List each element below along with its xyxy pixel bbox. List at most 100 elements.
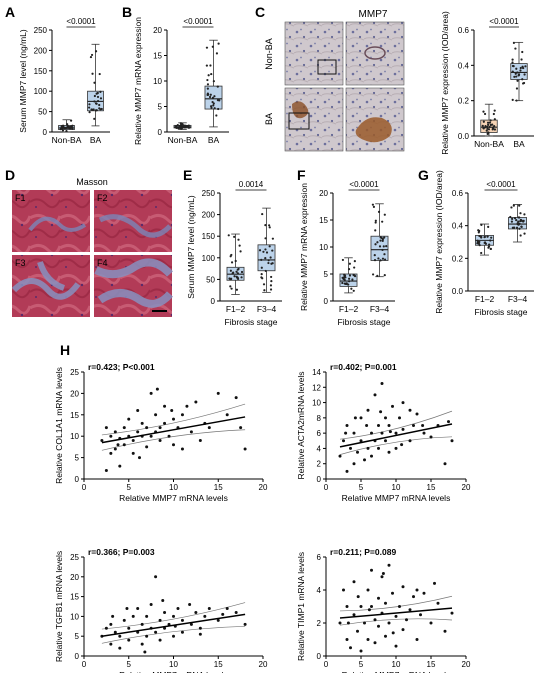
data-point: [131, 614, 135, 618]
data-dot: [233, 235, 236, 238]
y-tick-label: 20: [70, 389, 79, 398]
data-point: [221, 612, 225, 616]
data-point: [367, 608, 371, 612]
data-point: [366, 446, 370, 450]
data-point: [400, 443, 404, 447]
y-tick-label: 100: [34, 87, 48, 96]
data-dot: [264, 237, 267, 240]
data-point: [373, 618, 377, 622]
data-dot: [372, 205, 376, 208]
data-dot: [483, 241, 487, 244]
data-dot: [93, 94, 96, 98]
box-F3–4: [257, 244, 276, 272]
data-point: [342, 588, 345, 592]
regression-line: [101, 613, 246, 637]
regression-line: [339, 423, 453, 448]
data-point: [405, 618, 408, 622]
data-dot: [269, 256, 272, 259]
data-dot: [93, 81, 96, 84]
chart-h1: 0 5 10 15 20 25 Relative COL1A1 mRNA levels 0 5 1…: [54, 362, 268, 503]
data-dot: [477, 241, 480, 244]
data-dot: [511, 58, 514, 61]
data-point: [398, 605, 401, 608]
data-dot: [341, 258, 345, 262]
d-label-f4: F4: [97, 258, 108, 268]
data-dot: [520, 58, 523, 61]
data-dot: [482, 110, 485, 113]
data-dot: [489, 239, 492, 242]
data-dot: [486, 127, 489, 130]
data-dot: [521, 50, 524, 54]
confidence-band-upper: [101, 403, 246, 436]
data-dot: [514, 47, 517, 50]
data-dot: [485, 129, 488, 132]
data-dot: [230, 253, 233, 257]
data-dot: [511, 64, 515, 68]
data-dot: [488, 243, 491, 246]
x-tick-label: 10: [169, 483, 178, 492]
box-F3–4: [370, 235, 389, 261]
y-tick-label: 200: [202, 211, 216, 220]
data-dot: [187, 126, 191, 129]
data-point: [104, 426, 108, 430]
data-point: [387, 450, 391, 454]
data-dot: [374, 221, 377, 224]
data-point: [380, 575, 384, 579]
data-dot: [493, 128, 497, 131]
data-dot: [509, 215, 512, 219]
data-point: [100, 438, 104, 442]
c-brown-stain-ba-high: [355, 117, 392, 143]
data-point: [154, 575, 158, 579]
y-axis-label: Relative COL1A1 mRNA levels: [54, 367, 64, 484]
x-tick-label: 0: [82, 483, 87, 492]
data-point: [408, 439, 412, 443]
data-point: [352, 431, 356, 435]
chart-c: 0.0 0.2 0.4 0.6 Relative MMP7 expression (IO…: [440, 11, 534, 155]
data-dot: [176, 126, 179, 129]
data-dot: [347, 283, 350, 286]
data-point: [384, 439, 387, 443]
data-dot: [374, 243, 377, 246]
data-dot: [513, 75, 516, 78]
data-dot: [265, 251, 269, 254]
x-tick-label: 15: [214, 660, 223, 669]
data-point: [450, 439, 454, 443]
confidence-band-lower: [101, 625, 246, 644]
y-tick-label: 50: [38, 108, 47, 117]
data-point: [359, 605, 363, 608]
chart-b: 0 5 10 15 20 Relative MMP7 mRNA expression Non…: [133, 17, 229, 145]
data-point: [377, 596, 380, 600]
y-tick-label: 0.2: [452, 254, 464, 263]
x-tick-label: BA: [513, 139, 525, 149]
data-point: [189, 430, 193, 434]
data-dot: [90, 108, 93, 111]
data-point: [172, 634, 175, 638]
data-point: [216, 618, 220, 622]
data-dot: [270, 275, 273, 279]
data-point: [145, 614, 149, 618]
data-dot: [66, 123, 69, 126]
data-point: [421, 424, 425, 427]
data-dot: [382, 245, 385, 248]
data-point: [122, 426, 126, 430]
data-point: [154, 630, 158, 634]
data-dot: [513, 226, 516, 229]
data-point: [370, 454, 373, 458]
c-image-ba-low: [284, 87, 344, 152]
x-tick-label: 20: [462, 660, 471, 669]
y-tick-label: 15: [70, 411, 79, 420]
data-point: [401, 401, 405, 405]
data-point: [136, 606, 140, 610]
y-tick-label: 5: [75, 632, 80, 641]
data-dot: [487, 246, 490, 249]
data-point: [118, 634, 122, 638]
data-dot: [213, 107, 216, 110]
data-dot: [489, 123, 492, 127]
y-tick-label: 0: [317, 475, 322, 484]
data-dot: [348, 274, 352, 277]
x-tick-label: 10: [392, 660, 401, 669]
data-dot: [240, 276, 243, 279]
data-point: [344, 431, 348, 435]
data-dot: [352, 289, 355, 292]
